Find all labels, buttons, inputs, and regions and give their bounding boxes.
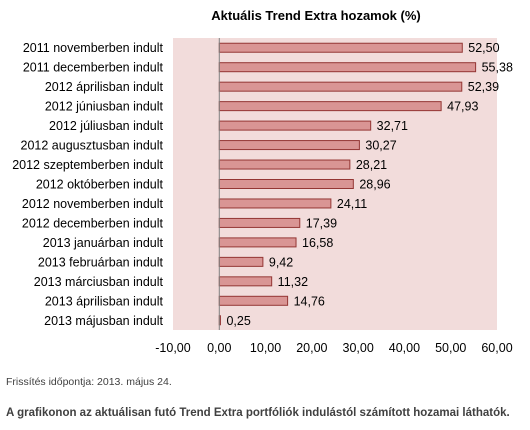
value-label-3: 52,39 (468, 80, 499, 94)
bar-12 (218, 256, 264, 267)
category-label-12: 2013 februárban indult (38, 255, 164, 269)
category-label-15: 2013 májusban indult (44, 314, 163, 328)
x-tick-label-7: 50,00 (435, 341, 466, 355)
category-label-11: 2013 januárban indult (43, 236, 164, 250)
bar-9 (218, 198, 332, 209)
bar-2 (218, 62, 477, 73)
chart-title: Aktuális Trend Extra hozamok (%) (211, 8, 421, 23)
category-label-3: 2012 áprilisban indult (45, 80, 164, 94)
x-tick-label-5: 30,00 (343, 341, 374, 355)
bar-1 (218, 42, 463, 53)
value-label-8: 28,96 (359, 178, 390, 192)
x-tick-label-6: 40,00 (389, 341, 420, 355)
bar-6 (218, 140, 360, 151)
category-label-7: 2012 szeptemberben indult (12, 158, 163, 172)
value-label-13: 11,32 (278, 275, 308, 289)
category-label-9: 2012 novemberben indult (22, 197, 164, 211)
value-label-5: 32,71 (377, 119, 408, 133)
x-tick-label-8: 60,00 (481, 341, 512, 355)
category-label-14: 2013 áprilisban indult (45, 294, 164, 308)
category-label-6: 2012 augusztusban indult (21, 139, 164, 153)
bar-13 (218, 276, 273, 287)
category-label-1: 2011 novemberben indult (23, 41, 164, 55)
value-label-1: 52,50 (468, 41, 499, 55)
value-label-10: 17,39 (306, 216, 337, 230)
chart-caption: A grafikonon az aktuálisan futó Trend Ex… (6, 407, 510, 419)
value-label-2: 55,38 (482, 61, 513, 75)
value-label-7: 28,21 (356, 158, 387, 172)
value-label-15: 0,25 (226, 314, 250, 328)
category-label-13: 2013 márciusban indult (34, 275, 164, 289)
bar-7 (218, 159, 351, 170)
x-tick-label-3: 10,00 (250, 341, 281, 355)
x-tick-label-1: -10,00 (155, 341, 190, 355)
value-label-6: 30,27 (365, 139, 396, 153)
value-label-11: 16,58 (302, 236, 333, 250)
category-label-2: 2011 decemberben indult (23, 61, 164, 75)
bar-10 (218, 217, 301, 228)
category-label-8: 2012 októberben indult (36, 178, 164, 192)
category-label-10: 2012 decemberben indult (22, 216, 164, 230)
x-tick-label-4: 20,00 (296, 341, 327, 355)
category-label-5: 2012 júliusban indult (49, 119, 164, 133)
bar-4 (218, 101, 442, 112)
bar-8 (218, 179, 354, 189)
value-label-9: 24,11 (337, 197, 367, 211)
bar-11 (218, 237, 297, 248)
value-label-4: 47,93 (447, 100, 478, 114)
bar-3 (218, 81, 463, 92)
value-label-12: 9,42 (269, 255, 293, 269)
bar-14 (218, 295, 289, 306)
value-label-14: 14,76 (294, 294, 325, 308)
x-tick-label-2: 0,00 (207, 341, 231, 355)
category-label-4: 2012 júniusban indult (45, 100, 164, 114)
bar-5 (218, 120, 372, 131)
bar-chart: Aktuális Trend Extra hozamok (%) 2011 no… (12, 8, 513, 355)
update-date-note: Frissítés időpontja: 2013. május 24. (6, 376, 172, 388)
